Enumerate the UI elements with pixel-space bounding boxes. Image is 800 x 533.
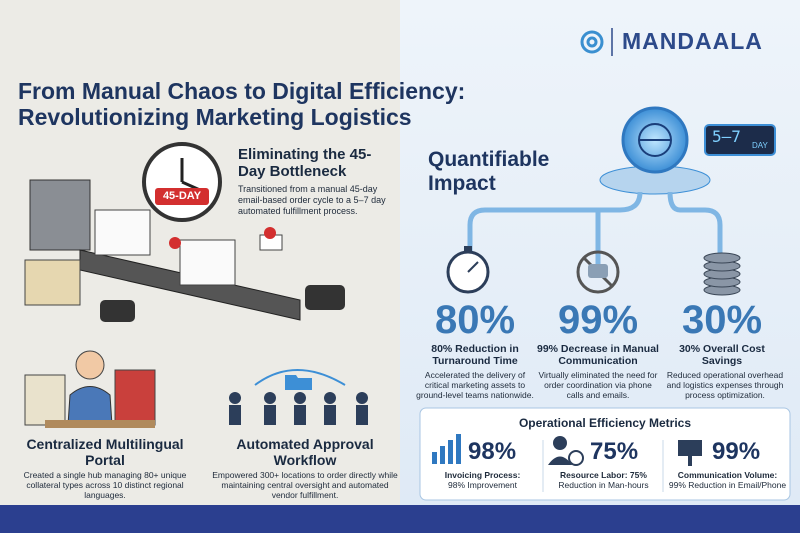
bar-chart-icon (432, 434, 461, 464)
stat-label: 99% Decrease in Manual Communication (537, 343, 659, 367)
stat-label: 30% Overall Cost Savings (679, 343, 765, 367)
stat-body: Accelerated the delivery of critical mar… (416, 370, 534, 400)
title-line: From Manual Chaos to Digital Efficiency: (18, 78, 466, 104)
impact-heading: Quantifiable Impact (428, 148, 550, 195)
clock-label: 45-DAY (162, 190, 202, 202)
section-heading: Automated Approval Workflow (236, 436, 374, 468)
metrics-box (419, 407, 791, 501)
metric-detail: 99% Reduction in Email/Phone (668, 480, 787, 490)
stat-label: 80% Reduction in Turnaround Time (431, 343, 519, 367)
stat-body: Virtually eliminated the need for order … (538, 370, 658, 400)
metric-label: Invoicing Process: (444, 470, 521, 480)
conveyor-illustration (24, 179, 345, 322)
metric-value: 98% (468, 438, 517, 465)
stat-body: Reduced operational overhead and logisti… (666, 370, 784, 400)
metric-value: 99% (712, 438, 761, 465)
section-body: Empowered 300+ locations to order direct… (212, 470, 398, 500)
stat-value: 99% (557, 298, 639, 342)
stopwatch-icon (446, 246, 490, 294)
logo-icon (580, 30, 604, 54)
screen-range: 5–7 (712, 127, 741, 146)
coins-icon (703, 252, 741, 296)
metric-detail: 98% Improvement (448, 480, 517, 490)
stat-value: 30% (681, 298, 763, 342)
no-chat-icon (576, 250, 620, 294)
globe-hub (467, 106, 776, 270)
section-heading: Eliminating the 45-Day Bottleneck (238, 146, 372, 180)
metric-label: Communication Volume: (677, 470, 778, 480)
metrics-heading: Operational Efficiency Metrics (518, 416, 692, 430)
footer-bar (0, 505, 800, 533)
title-line: Revolutionizing Marketing Logistics (18, 104, 412, 130)
mail-icon (678, 440, 702, 466)
metric-detail: Reduction in Man-hours (558, 480, 649, 490)
workflow-illustration (229, 369, 368, 425)
brand: MANDAALA (622, 28, 763, 54)
section-body: Created a single hub managing 80+ unique… (23, 470, 187, 500)
person-illustration (24, 350, 156, 428)
screen-unit: DAY (752, 141, 768, 150)
stat-value: 80% (434, 298, 516, 342)
clock-icon (142, 142, 222, 222)
section-heading: Centralized Multilingual Portal (26, 436, 184, 468)
metric-label: Resource Labor: 75% (560, 470, 647, 480)
section-body: Transitioned from a manual 45-day email-… (238, 184, 386, 216)
metric-value: 75% (590, 438, 639, 465)
person-clock-icon (548, 436, 584, 466)
